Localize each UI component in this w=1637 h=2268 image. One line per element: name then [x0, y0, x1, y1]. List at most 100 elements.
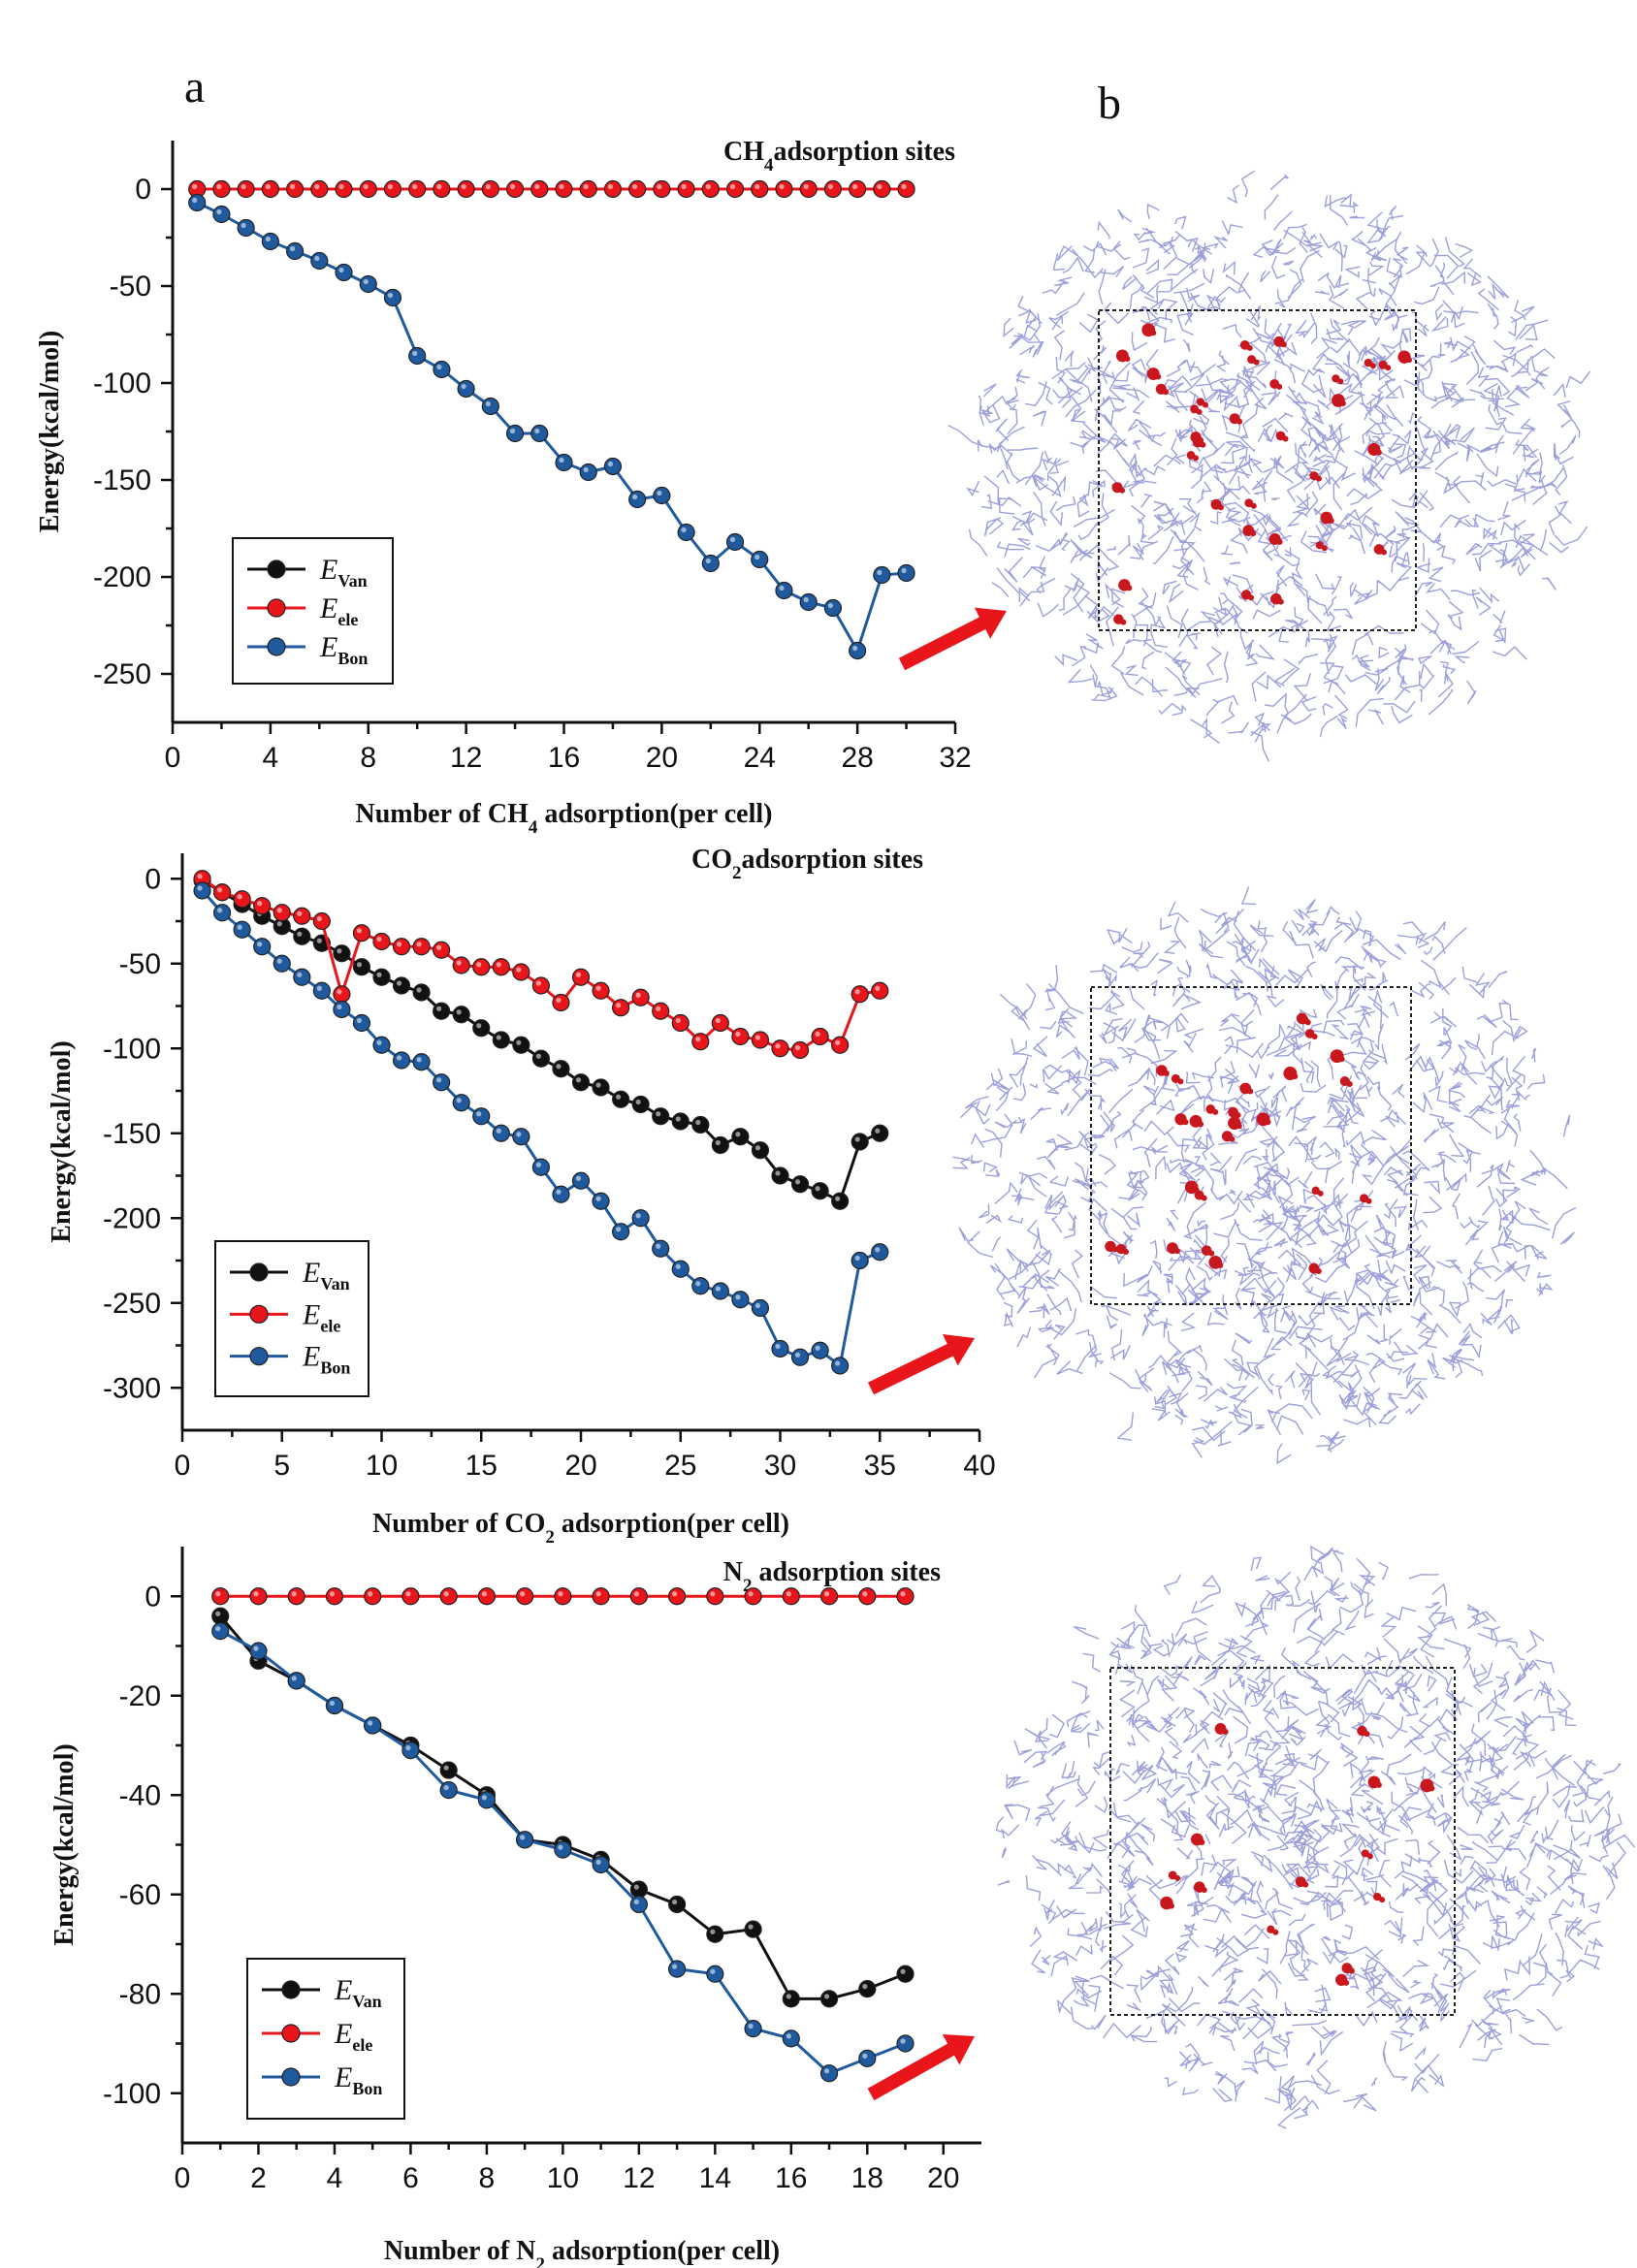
data-point-highlight: [862, 1591, 868, 1597]
data-point-highlight: [675, 1116, 681, 1122]
adsorbate-atom: [1265, 1119, 1271, 1126]
data-point: [731, 1291, 750, 1309]
adsorbate-atom: [1385, 365, 1392, 371]
chart-n2-energy: 0 2 4 6 8 10 12 14 16 18 20 0 -20 -40 -60 -80 -100 N2 ads…: [49, 1547, 981, 2268]
data-point-highlight: [675, 1263, 681, 1269]
data-point: [667, 1960, 687, 1978]
data-point-highlight: [265, 236, 271, 242]
data-point-highlight: [729, 183, 736, 190]
data-point: [831, 1036, 850, 1054]
x-tick-label: 10: [547, 2162, 579, 2194]
legend-label: EVan: [319, 554, 368, 591]
data-point: [771, 1166, 789, 1185]
data-point-highlight: [329, 1591, 336, 1597]
data-point: [652, 1002, 670, 1020]
adsorbate-atom: [1250, 530, 1257, 537]
x-tick-label: 20: [927, 2162, 959, 2194]
data-point-highlight: [387, 183, 394, 190]
data-point: [823, 179, 843, 199]
data-point: [873, 565, 891, 585]
data-point: [408, 346, 427, 366]
data-point-highlight: [405, 1745, 411, 1751]
data-point: [552, 1060, 570, 1078]
data-point: [439, 1761, 458, 1779]
arrow-shape: [867, 2033, 975, 2101]
data-point: [433, 941, 451, 959]
data-point-highlight: [901, 183, 907, 190]
data-point-highlight: [535, 980, 542, 986]
adsorbate-atom: [1276, 383, 1283, 390]
data-point: [611, 1090, 630, 1108]
data-point: [193, 881, 211, 900]
data-point-highlight: [595, 1196, 601, 1201]
data-point-highlight: [595, 1082, 601, 1088]
data-point: [744, 1587, 762, 1606]
data-point-highlight: [368, 1591, 373, 1597]
adsorbate-atom: [1379, 1897, 1386, 1903]
data-point: [897, 179, 915, 199]
data-point: [531, 976, 551, 995]
panel-a-label: a: [184, 61, 205, 112]
x-tick-label: 35: [864, 1450, 896, 1482]
y-tick-label: 0: [135, 174, 151, 206]
data-point: [253, 897, 272, 915]
data-point-highlight: [316, 938, 322, 943]
data-point: [433, 360, 451, 379]
data-point: [211, 1622, 230, 1641]
data-point: [711, 1135, 729, 1155]
legend-marker: [281, 2024, 301, 2043]
data-point: [359, 179, 377, 199]
y-tick-label: -200: [93, 561, 151, 593]
x-tick-label: 0: [175, 1450, 191, 1482]
data-point-highlight: [476, 962, 482, 968]
data-point: [233, 890, 251, 909]
data-point-highlight: [779, 585, 785, 591]
legend-label: EBon: [302, 1341, 350, 1378]
x-tick-label: 8: [360, 742, 376, 774]
y-tick-label: -100: [103, 2078, 161, 2110]
data-point: [799, 179, 818, 199]
data-point-highlight: [835, 1196, 841, 1201]
adsorbate-atom: [1208, 1250, 1215, 1257]
data-point-highlight: [754, 1145, 761, 1151]
data-point-highlight: [316, 915, 322, 922]
adsorbate-atom: [1201, 1195, 1207, 1201]
data-point: [352, 1013, 371, 1033]
data-point-highlight: [237, 924, 242, 930]
adsorbate-atom: [1282, 435, 1289, 442]
adsorbate-atom: [1229, 1135, 1236, 1142]
data-point: [412, 983, 431, 1002]
data-point-highlight: [827, 602, 834, 609]
data-point-highlight: [900, 1968, 906, 1974]
data-point-highlight: [338, 183, 344, 190]
data-point-highlight: [291, 1676, 297, 1681]
x-tick-label: 5: [273, 1450, 290, 1482]
data-point-highlight: [276, 958, 282, 964]
data-point-highlight: [558, 1591, 563, 1597]
data-point-highlight: [815, 1345, 820, 1351]
chart-ch4-energy: 0 4 8 12 16 20 24 28 32 0 -50 -100 -150 -200 -250 CH4ad…: [35, 137, 972, 838]
data-point: [249, 1587, 268, 1606]
data-point: [213, 883, 232, 902]
data-point-highlight: [710, 1929, 716, 1934]
legend-marker: [249, 1347, 269, 1366]
y-tick-label: -300: [103, 1372, 161, 1404]
data-point: [433, 179, 451, 199]
data-point: [611, 999, 630, 1017]
adsorbate-molecule: [1372, 1892, 1382, 1901]
legend-marker: [249, 1262, 269, 1282]
data-point: [287, 1587, 305, 1606]
data-point-highlight: [695, 1037, 701, 1042]
data-point-highlight: [901, 567, 907, 574]
data-point-highlight: [657, 490, 662, 496]
data-point: [603, 457, 623, 476]
data-point: [439, 1781, 458, 1800]
data-point: [871, 1243, 889, 1262]
data-point: [652, 1239, 670, 1258]
x-tick-label: 8: [479, 2162, 496, 2194]
data-point: [849, 179, 867, 199]
data-point: [457, 179, 475, 199]
adsorbate-atom: [1343, 1979, 1350, 1986]
data-point: [725, 179, 745, 199]
data-point: [512, 1036, 530, 1054]
